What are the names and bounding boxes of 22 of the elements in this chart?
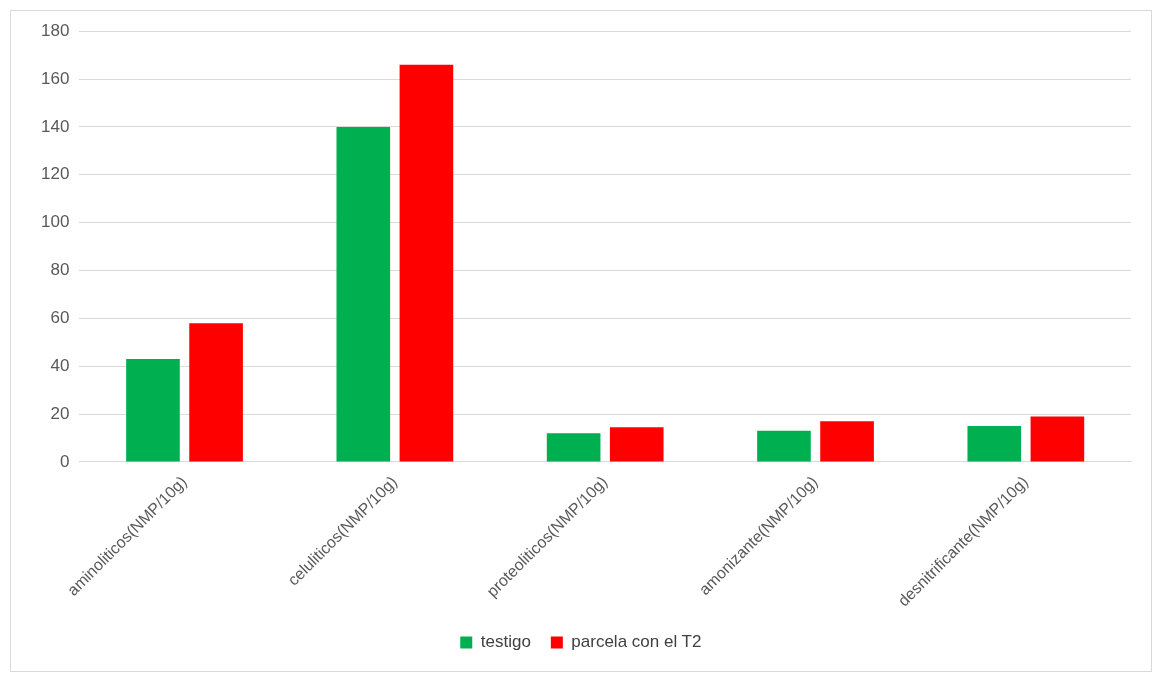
bar <box>126 359 180 462</box>
y-tick-label: 120 <box>40 164 70 184</box>
y-tick-label: 180 <box>40 20 70 40</box>
y-tick-label: 20 <box>50 403 70 423</box>
y-tick-label: 0 <box>59 451 70 471</box>
bar <box>609 427 664 462</box>
y-tick-label: 160 <box>40 68 70 88</box>
y-tick-label: 80 <box>50 260 70 280</box>
bar <box>757 430 811 462</box>
bar <box>336 126 391 462</box>
bar <box>399 64 454 462</box>
bar <box>189 323 243 462</box>
bar <box>546 433 601 462</box>
y-tick-label: 140 <box>40 116 70 136</box>
bar <box>1030 416 1085 462</box>
bar <box>820 421 874 462</box>
bar <box>967 426 1022 462</box>
y-tick-label: 100 <box>40 212 70 232</box>
legend-label: testigo <box>480 632 531 652</box>
legend-label: parcela con el T2 <box>571 632 702 652</box>
y-tick-label: 60 <box>50 308 70 328</box>
y-tick-label: 40 <box>50 355 70 375</box>
